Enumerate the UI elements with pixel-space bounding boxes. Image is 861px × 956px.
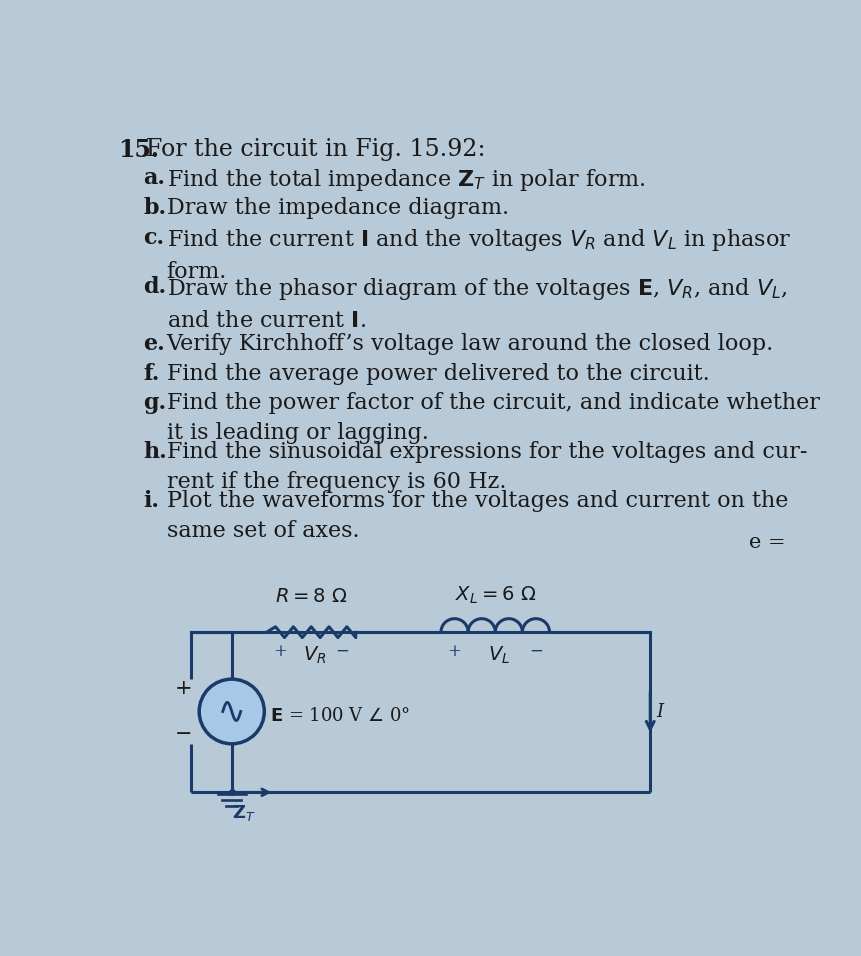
Text: +: +	[273, 643, 287, 660]
Text: −: −	[335, 643, 350, 660]
Text: I: I	[656, 704, 663, 721]
Circle shape	[199, 679, 264, 744]
Text: Find the sinusoidal expressions for the voltages and cur-
rent if the frequency : Find the sinusoidal expressions for the …	[166, 442, 806, 493]
Text: b.: b.	[143, 197, 166, 219]
Text: Plot the waveforms for the voltages and current on the
same set of axes.: Plot the waveforms for the voltages and …	[166, 490, 787, 542]
Text: f.: f.	[143, 362, 159, 384]
Text: +: +	[175, 680, 192, 698]
Text: $V_L$: $V_L$	[487, 644, 510, 665]
Text: e.: e.	[143, 333, 165, 355]
Text: e =: e =	[748, 532, 785, 552]
Text: $\mathbf{E}$ = 100 V $\angle$ 0°: $\mathbf{E}$ = 100 V $\angle$ 0°	[270, 707, 411, 725]
Text: d.: d.	[143, 276, 166, 298]
Text: i.: i.	[143, 490, 159, 512]
Text: $X_L = 6\ \Omega$: $X_L = 6\ \Omega$	[454, 585, 536, 606]
Text: Find the current $\mathbf{I}$ and the voltages $V_R$ and $V_L$ in phasor
form.: Find the current $\mathbf{I}$ and the vo…	[166, 228, 790, 283]
Text: h.: h.	[143, 442, 167, 464]
Text: Draw the impedance diagram.: Draw the impedance diagram.	[166, 197, 508, 219]
Text: Draw the phasor diagram of the voltages $\mathbf{E}$, $V_R$, and $V_L$,
and the : Draw the phasor diagram of the voltages …	[166, 276, 786, 332]
Text: 15.: 15.	[119, 138, 159, 162]
Text: Verify Kirchhoff’s voltage law around the closed loop.: Verify Kirchhoff’s voltage law around th…	[166, 333, 773, 355]
Text: Find the average power delivered to the circuit.: Find the average power delivered to the …	[166, 362, 709, 384]
Text: For the circuit in Fig. 15.92:: For the circuit in Fig. 15.92:	[146, 138, 486, 161]
Text: −: −	[175, 725, 192, 744]
Text: g.: g.	[143, 392, 166, 414]
Text: $V_R$: $V_R$	[303, 644, 326, 665]
Text: a.: a.	[143, 167, 165, 189]
Text: Find the power factor of the circuit, and indicate whether
it is leading or lagg: Find the power factor of the circuit, an…	[166, 392, 819, 444]
Text: +: +	[447, 643, 461, 660]
Text: Find the total impedance $\mathbf{Z}_T$ in polar form.: Find the total impedance $\mathbf{Z}_T$ …	[166, 167, 645, 193]
Text: $R = 8\ \Omega$: $R = 8\ \Omega$	[275, 588, 347, 606]
Text: c.: c.	[143, 228, 164, 250]
Text: $\mathbf{Z}_T$: $\mathbf{Z}_T$	[232, 803, 255, 823]
Text: −: −	[529, 643, 542, 660]
